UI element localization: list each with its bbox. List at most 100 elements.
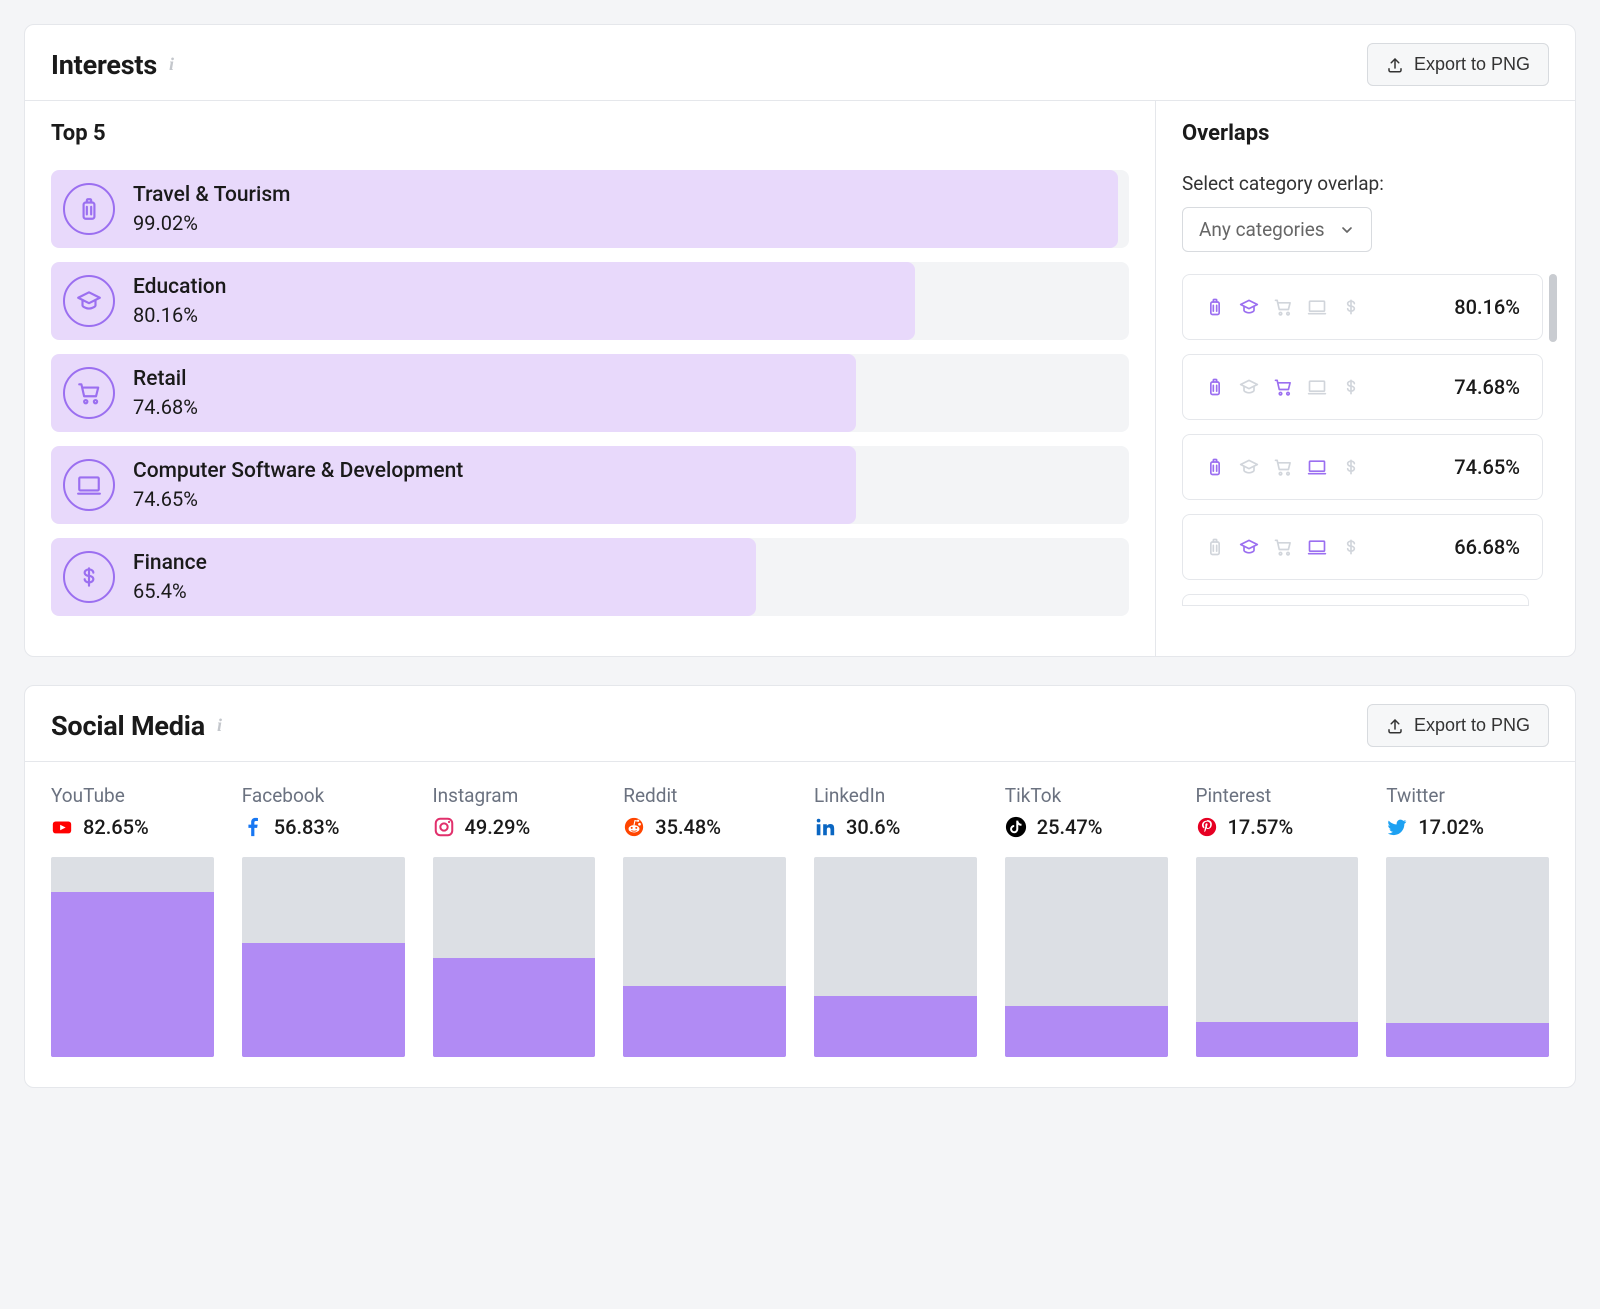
reddit-icon bbox=[623, 816, 645, 838]
social-name: Instagram bbox=[433, 784, 596, 807]
interest-value: 99.02% bbox=[133, 210, 290, 237]
overlaps-heading: Overlaps bbox=[1182, 121, 1557, 146]
social-value: 17.02% bbox=[1418, 815, 1484, 839]
overlap-hint: Select category overlap: bbox=[1182, 172, 1557, 195]
computer-icon bbox=[1307, 297, 1327, 317]
social-value: 49.29% bbox=[465, 815, 531, 839]
social-column: Pinterest 17.57% bbox=[1196, 784, 1359, 1057]
tiktok-icon bbox=[1005, 816, 1027, 838]
social-bar bbox=[1005, 857, 1168, 1057]
youtube-icon bbox=[51, 816, 73, 838]
social-bar bbox=[1196, 857, 1359, 1057]
social-value: 35.48% bbox=[655, 815, 721, 839]
info-icon[interactable]: i bbox=[217, 715, 222, 736]
instagram-icon bbox=[433, 816, 455, 838]
social-value: 17.57% bbox=[1228, 815, 1294, 839]
retail-icon bbox=[1273, 457, 1293, 477]
education-icon bbox=[1239, 297, 1259, 317]
interest-label: Computer Software & Development bbox=[133, 457, 463, 485]
social-bar bbox=[242, 857, 405, 1057]
overlap-item[interactable]: 74.65% bbox=[1182, 434, 1543, 500]
category-select[interactable]: Any categories bbox=[1182, 207, 1372, 252]
interest-label: Travel & Tourism bbox=[133, 181, 290, 209]
interest-label: Education bbox=[133, 273, 226, 301]
top5-panel: Top 5 Travel & Tourism99.02% Education80.… bbox=[25, 101, 1155, 656]
top5-heading: Top 5 bbox=[51, 121, 1129, 146]
social-media-card: Social Media i Export to PNG YouTube82.6… bbox=[24, 685, 1576, 1088]
interest-bar[interactable]: Computer Software & Development74.65% bbox=[51, 446, 1129, 524]
social-value: 56.83% bbox=[274, 815, 340, 839]
finance-icon bbox=[1341, 297, 1361, 317]
social-header: Social Media i Export to PNG bbox=[25, 686, 1575, 761]
social-bar bbox=[1386, 857, 1549, 1057]
interest-value: 65.4% bbox=[133, 578, 207, 605]
export-label: Export to PNG bbox=[1414, 715, 1530, 736]
retail-icon bbox=[63, 367, 115, 419]
computer-icon bbox=[1307, 377, 1327, 397]
social-name: LinkedIn bbox=[814, 784, 977, 807]
social-bar bbox=[623, 857, 786, 1057]
finance-icon bbox=[1341, 537, 1361, 557]
overlap-item[interactable]: 66.68% bbox=[1182, 514, 1543, 580]
social-column: Facebook 56.83% bbox=[242, 784, 405, 1057]
social-name: Twitter bbox=[1386, 784, 1549, 807]
interest-bar[interactable]: Education80.16% bbox=[51, 262, 1129, 340]
category-select-label: Any categories bbox=[1199, 218, 1325, 241]
pinterest-icon bbox=[1196, 816, 1218, 838]
social-name: YouTube bbox=[51, 784, 214, 807]
finance-icon bbox=[1341, 377, 1361, 397]
social-name: TikTok bbox=[1005, 784, 1168, 807]
suitcase-icon bbox=[63, 183, 115, 235]
computer-icon bbox=[1307, 457, 1327, 477]
overlap-item[interactable]: 80.16% bbox=[1182, 274, 1543, 340]
social-column: Instagram 49.29% bbox=[433, 784, 596, 1057]
export-png-button[interactable]: Export to PNG bbox=[1367, 43, 1549, 86]
interests-title: Interests bbox=[51, 49, 157, 81]
chevron-down-icon bbox=[1339, 222, 1355, 238]
social-name: Pinterest bbox=[1196, 784, 1359, 807]
social-value: 30.6% bbox=[846, 815, 900, 839]
retail-icon bbox=[1273, 537, 1293, 557]
finance-icon bbox=[63, 551, 115, 603]
social-name: Facebook bbox=[242, 784, 405, 807]
overlap-item[interactable]: 74.68% bbox=[1182, 354, 1543, 420]
overlap-value: 80.16% bbox=[1454, 295, 1520, 319]
suitcase-icon bbox=[1205, 377, 1225, 397]
interests-card: Interests i Export to PNG Top 5 Travel &… bbox=[24, 24, 1576, 657]
export-label: Export to PNG bbox=[1414, 54, 1530, 75]
linkedin-icon bbox=[814, 816, 836, 838]
interest-label: Retail bbox=[133, 365, 198, 393]
social-value: 25.47% bbox=[1037, 815, 1103, 839]
retail-icon bbox=[1273, 377, 1293, 397]
interest-value: 74.68% bbox=[133, 394, 198, 421]
social-column: Twitter 17.02% bbox=[1386, 784, 1549, 1057]
interest-value: 80.16% bbox=[133, 302, 226, 329]
social-bar bbox=[51, 857, 214, 1057]
overlap-value: 74.68% bbox=[1454, 375, 1520, 399]
scrollbar-thumb[interactable] bbox=[1549, 274, 1557, 342]
education-icon bbox=[1239, 377, 1259, 397]
interest-bar[interactable]: Retail74.68% bbox=[51, 354, 1129, 432]
suitcase-icon bbox=[1205, 457, 1225, 477]
info-icon[interactable]: i bbox=[169, 54, 174, 75]
interests-header: Interests i Export to PNG bbox=[25, 25, 1575, 100]
overlaps-panel: Overlaps Select category overlap: Any ca… bbox=[1155, 101, 1575, 656]
social-chart: YouTube82.65%Facebook56.83%Instagram49.2… bbox=[25, 761, 1575, 1087]
overlap-item-peek bbox=[1182, 594, 1529, 606]
interest-bar[interactable]: Finance65.4% bbox=[51, 538, 1129, 616]
facebook-icon bbox=[242, 816, 264, 838]
overlap-list[interactable]: 80.16% 74.68% 74.65% 66.68% bbox=[1182, 274, 1557, 606]
computer-icon bbox=[63, 459, 115, 511]
interest-bar[interactable]: Travel & Tourism99.02% bbox=[51, 170, 1129, 248]
suitcase-icon bbox=[1205, 297, 1225, 317]
upload-icon bbox=[1386, 56, 1404, 74]
upload-icon bbox=[1386, 717, 1404, 735]
social-name: Reddit bbox=[623, 784, 786, 807]
suitcase-icon bbox=[1205, 537, 1225, 557]
social-title: Social Media bbox=[51, 710, 205, 742]
overlap-value: 74.65% bbox=[1454, 455, 1520, 479]
interest-label: Finance bbox=[133, 549, 207, 577]
social-column: TikTok 25.47% bbox=[1005, 784, 1168, 1057]
interest-value: 74.65% bbox=[133, 486, 463, 513]
export-png-button[interactable]: Export to PNG bbox=[1367, 704, 1549, 747]
